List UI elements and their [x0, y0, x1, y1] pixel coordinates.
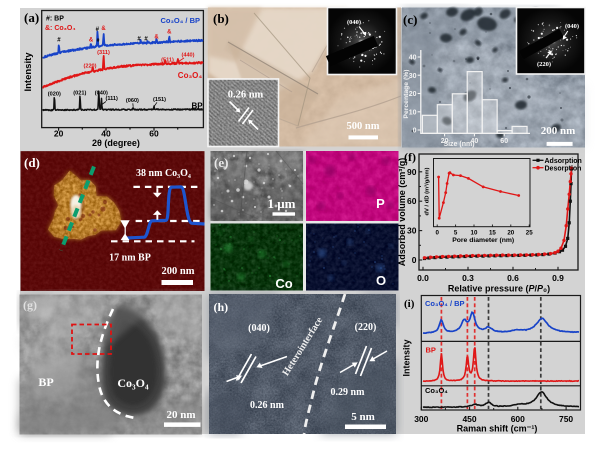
svg-text:40: 40: [101, 129, 111, 139]
svg-text:&: &: [154, 35, 159, 41]
svg-text:(040): (040): [347, 19, 361, 26]
svg-text:(e): (e): [214, 155, 228, 170]
svg-text:Co₃O₄: Co₃O₄: [117, 376, 149, 390]
svg-text:Size (nm): Size (nm): [443, 141, 474, 148]
svg-text:(151): (151): [153, 97, 166, 103]
svg-text:Co₃O₄: Co₃O₄: [178, 71, 203, 80]
svg-text:0.0: 0.0: [417, 273, 429, 283]
svg-text:0.3: 0.3: [462, 273, 474, 283]
svg-text:25: 25: [526, 230, 533, 237]
svg-text:10: 10: [471, 230, 478, 237]
svg-text:(060): (060): [126, 98, 139, 104]
svg-text:BP: BP: [426, 346, 436, 355]
svg-text:20: 20: [54, 129, 64, 139]
svg-text:Percentage (%): Percentage (%): [403, 69, 410, 118]
svg-text:0: 0: [413, 128, 417, 135]
svg-text:Co₃O₄ / BP: Co₃O₄ / BP: [160, 16, 200, 25]
svg-text:Relative pressure (P/P₀): Relative pressure (P/P₀): [448, 284, 550, 294]
svg-text:(d): (d): [24, 155, 40, 170]
svg-text:(040): (040): [248, 323, 270, 334]
svg-text:(i): (i): [404, 298, 415, 310]
svg-text:&: &: [101, 26, 106, 32]
svg-text:O: O: [376, 273, 386, 288]
svg-text:(020): (020): [48, 91, 61, 97]
svg-text:Intensity: Intensity: [23, 52, 34, 92]
svg-text:(021): (021): [73, 91, 86, 97]
svg-text:(511): (511): [161, 57, 174, 63]
svg-text:300: 300: [414, 414, 428, 424]
svg-text:20 nm: 20 nm: [166, 409, 195, 421]
svg-text:(220): (220): [537, 61, 551, 68]
svg-text:Co: Co: [275, 276, 292, 291]
svg-text:200 nm: 200 nm: [541, 125, 576, 137]
svg-text:(220): (220): [83, 64, 96, 70]
svg-text:&: &: [167, 30, 172, 36]
svg-text:600: 600: [511, 414, 525, 424]
svg-text:P: P: [376, 196, 385, 211]
svg-text:&: Co₃O₄: &: Co₃O₄: [45, 25, 76, 32]
svg-text:2θ (degree): 2θ (degree): [92, 138, 140, 148]
svg-text:38 nm Co₃O₄: 38 nm Co₃O₄: [136, 168, 191, 179]
svg-text:(040): (040): [565, 23, 579, 30]
svg-text:60: 60: [149, 129, 159, 139]
svg-text:0.9: 0.9: [552, 273, 564, 283]
svg-text:Intensity: Intensity: [402, 339, 412, 376]
svg-text:90: 90: [407, 167, 417, 177]
svg-text:(h): (h): [214, 300, 229, 314]
svg-text:0: 0: [412, 255, 417, 265]
svg-text:(220): (220): [355, 322, 377, 333]
svg-text:Adsorption: Adsorption: [545, 158, 582, 165]
svg-text:0.26 nm: 0.26 nm: [228, 90, 264, 101]
svg-text:#: BP: #: BP: [46, 16, 64, 23]
svg-text:(111): (111): [105, 96, 118, 102]
svg-text:#: #: [97, 38, 100, 44]
svg-text:40: 40: [409, 55, 417, 62]
svg-text:1 μm: 1 μm: [268, 196, 296, 211]
svg-text:750: 750: [559, 414, 573, 424]
svg-text:&: &: [89, 38, 94, 44]
svg-text:(g): (g): [23, 298, 37, 312]
svg-text:5 nm: 5 nm: [351, 411, 375, 423]
svg-text:Co₃O₄: Co₃O₄: [425, 386, 448, 395]
svg-text:Pore diameter (nm): Pore diameter (nm): [452, 237, 514, 244]
svg-text:200 nm: 200 nm: [162, 266, 195, 277]
svg-text:dV / dD (m³/g/nm): dV / dD (m³/g/nm): [424, 167, 431, 215]
svg-text:15: 15: [489, 230, 496, 237]
svg-text:(440): (440): [181, 53, 194, 59]
svg-text:5: 5: [454, 230, 458, 237]
svg-text:17 nm BP: 17 nm BP: [109, 253, 151, 264]
svg-text:0.6: 0.6: [507, 273, 519, 283]
svg-text:20: 20: [507, 230, 514, 237]
svg-text:Co₃O₄ / BP: Co₃O₄ / BP: [425, 299, 465, 308]
svg-text:60: 60: [407, 196, 417, 206]
svg-text:450: 450: [462, 414, 476, 424]
svg-text:(c): (c): [403, 12, 417, 27]
svg-text:BP: BP: [38, 375, 53, 389]
svg-text:30: 30: [407, 226, 417, 236]
svg-text:Adsorbed volume (cm³/g): Adsorbed volume (cm³/g): [397, 158, 407, 267]
svg-text:500 nm: 500 nm: [347, 121, 380, 132]
svg-text:0.26 nm: 0.26 nm: [250, 400, 285, 411]
svg-text:(b): (b): [213, 11, 229, 26]
svg-text:Raman shift (cm⁻¹): Raman shift (cm⁻¹): [457, 424, 538, 434]
svg-text:BP: BP: [191, 102, 203, 111]
svg-text:(311): (311): [97, 50, 110, 56]
svg-text:60: 60: [500, 138, 508, 145]
svg-text:0.29 nm: 0.29 nm: [331, 387, 366, 398]
svg-text:0: 0: [435, 230, 439, 237]
svg-text:Desorption: Desorption: [545, 165, 582, 172]
svg-text:(a): (a): [24, 10, 39, 25]
